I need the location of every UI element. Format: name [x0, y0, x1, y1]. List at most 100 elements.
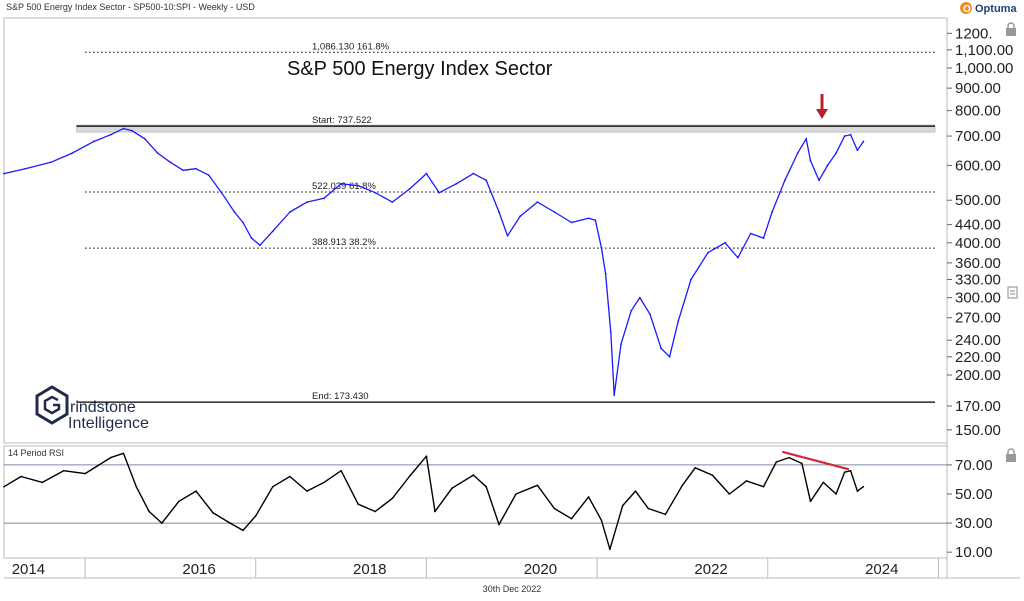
header-title: S&P 500 Energy Index Sector	[6, 2, 125, 12]
rsi-point	[272, 485, 274, 488]
price-point	[677, 320, 680, 323]
rsi-point	[340, 469, 342, 472]
price-point	[122, 127, 125, 130]
lock-icon[interactable]	[1006, 448, 1016, 462]
price-y-tick-label: 170.00	[955, 398, 1001, 415]
price-point	[506, 234, 509, 237]
price-point	[485, 179, 488, 182]
resistance-band	[76, 124, 936, 133]
price-point	[668, 355, 671, 358]
rsi-point	[553, 507, 556, 510]
price-point	[649, 313, 651, 316]
price-point	[169, 161, 172, 164]
price-point	[233, 211, 236, 213]
fib-level-label: End: 173.430	[312, 391, 369, 402]
header-symbol: SP500-10:SPI	[133, 2, 190, 12]
price-y-tick-label: 330.00	[955, 271, 1001, 288]
rsi-y-tick-label: 30.00	[955, 515, 993, 532]
axis-marker-icon[interactable]	[1007, 286, 1018, 299]
rsi-point	[788, 456, 790, 459]
rsi-point	[451, 487, 453, 489]
price-point	[630, 309, 633, 312]
price-y-tick-label: 440.00	[955, 217, 1001, 234]
rsi-series-line	[3, 452, 864, 550]
price-point	[250, 237, 253, 239]
optuma-logo: O Optuma	[960, 2, 1017, 15]
rsi-point	[634, 490, 637, 492]
price-point	[425, 172, 428, 175]
price-point	[455, 182, 458, 185]
optuma-logo-text: Optuma	[975, 3, 1017, 15]
rsi-point	[536, 484, 539, 487]
red-arrow-icon	[816, 94, 828, 119]
rsi-point	[856, 490, 859, 492]
price-point	[805, 137, 808, 140]
price-point	[587, 217, 590, 220]
header-currency: USD	[236, 2, 256, 12]
price-point	[3, 172, 5, 175]
rsi-point	[472, 474, 475, 476]
lock-icon[interactable]	[1006, 22, 1016, 36]
rsi-point	[609, 548, 611, 551]
price-y-tick-label: 220.00	[955, 349, 1001, 366]
price-point	[638, 296, 641, 299]
header-separator: -	[190, 2, 198, 12]
rsi-point	[20, 475, 22, 478]
optuma-logo-glyph: O	[963, 4, 971, 15]
rsi-point	[229, 522, 231, 524]
price-point	[818, 179, 820, 182]
x-tick-label: 2024	[865, 561, 898, 578]
price-point	[438, 191, 441, 194]
price-point	[288, 211, 291, 213]
price-point	[660, 347, 663, 350]
header-separator: -	[125, 2, 133, 12]
rsi-point	[587, 496, 590, 498]
price-y-tick-label: 1,100.00	[955, 42, 1013, 59]
rsi-point	[835, 493, 837, 495]
price-y-tick-label: 360.00	[955, 255, 1001, 272]
x-tick-label: 2014	[12, 561, 45, 578]
price-point	[340, 182, 342, 185]
rsi-panel-frame	[3, 445, 948, 559]
rsi-point	[485, 485, 487, 488]
price-point	[771, 211, 773, 213]
rsi-point	[195, 490, 197, 492]
price-point	[242, 221, 244, 224]
rsi-point	[242, 529, 244, 532]
price-point	[498, 211, 500, 213]
header-frequency: Weekly	[198, 2, 228, 12]
price-series-line	[3, 127, 864, 396]
price-point	[306, 201, 308, 204]
x-tick-label: 2022	[694, 561, 727, 578]
price-point	[472, 172, 475, 175]
rsi-point	[775, 461, 778, 463]
price-point	[796, 152, 799, 155]
rsi-point	[728, 493, 731, 495]
price-y-tick-label: 200.00	[955, 367, 1001, 384]
price-point	[613, 394, 616, 396]
header-separator: -	[228, 2, 236, 12]
rsi-point	[135, 485, 138, 488]
x-tick-label: 2016	[182, 561, 215, 578]
price-y-tick-label: 500.00	[955, 192, 1001, 209]
watermark-line1: rindstone	[70, 399, 136, 416]
rsi-point	[122, 452, 125, 455]
rsi-point	[374, 510, 377, 513]
price-point	[600, 246, 603, 249]
price-point	[519, 215, 522, 218]
price-point	[156, 152, 159, 155]
price-point	[323, 197, 325, 200]
rsi-point	[391, 497, 394, 500]
price-y-tick-label: 400.00	[955, 235, 1001, 252]
price-point	[391, 201, 394, 204]
price-point	[620, 343, 622, 346]
rsi-y-tick-label: 70.00	[955, 457, 993, 474]
rsi-point	[289, 475, 291, 478]
price-point	[553, 211, 556, 213]
rsi-point	[62, 469, 65, 472]
price-point	[783, 179, 786, 182]
rsi-point	[306, 490, 308, 492]
rsi-point	[647, 507, 650, 510]
price-layer: 1,086.130 161.8% Start: 737.522 522.039 61…	[3, 41, 936, 403]
rsi-divergence-line	[782, 450, 850, 471]
